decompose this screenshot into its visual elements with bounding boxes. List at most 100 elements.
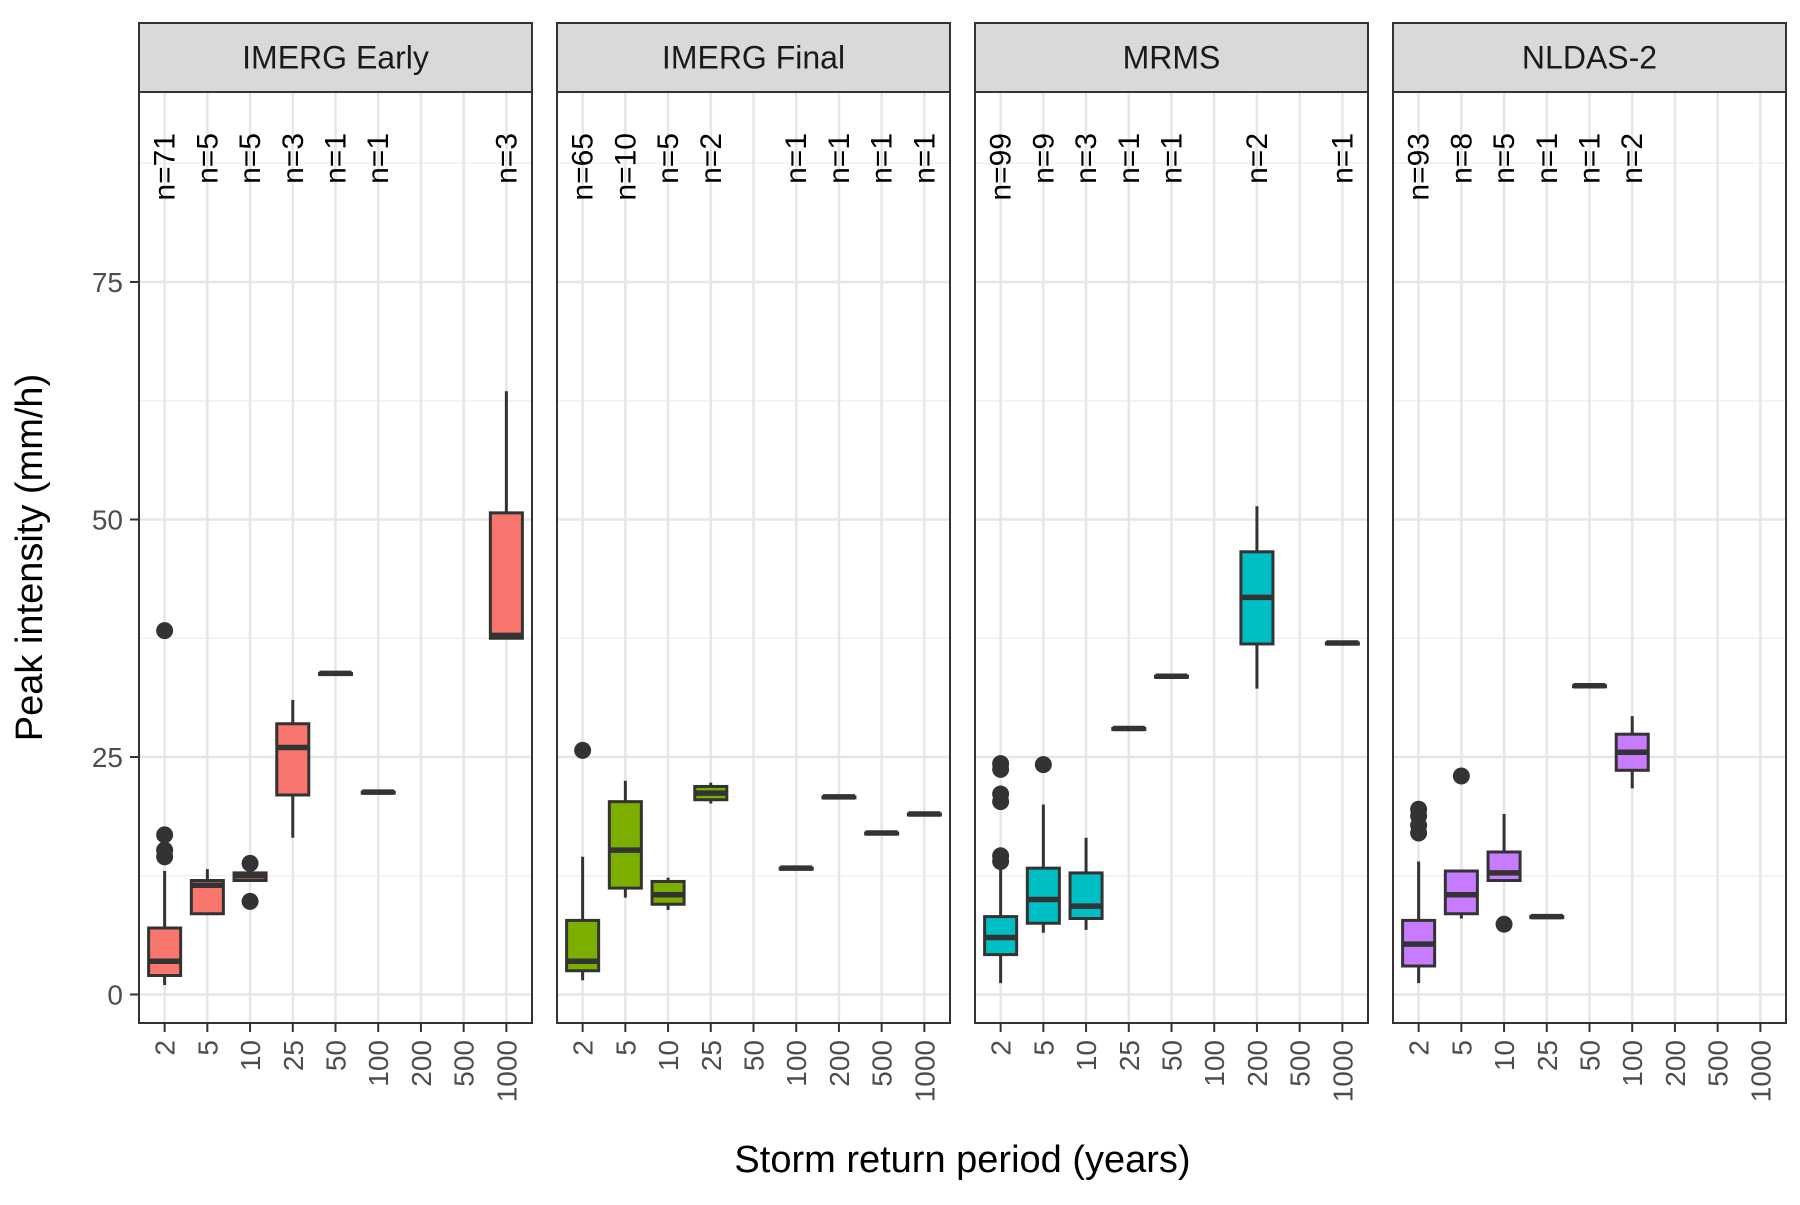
sample-size-label: n=5 bbox=[652, 133, 685, 184]
x-tick-label: 10 bbox=[1071, 1040, 1102, 1071]
sample-size-label: n=3 bbox=[490, 133, 523, 184]
sample-size-label: n=65 bbox=[567, 133, 600, 201]
outlier-point bbox=[992, 847, 1010, 865]
x-tick-label: 500 bbox=[449, 1040, 480, 1087]
sample-size-label: n=99 bbox=[985, 133, 1018, 201]
sample-size-label: n=8 bbox=[1445, 133, 1478, 184]
box bbox=[1068, 871, 1104, 921]
box bbox=[488, 511, 524, 640]
sample-size-label: n=1 bbox=[1531, 133, 1564, 184]
y-tick-label: 25 bbox=[92, 742, 123, 773]
sample-size-label: n=1 bbox=[1113, 133, 1146, 184]
outlier-point bbox=[1410, 800, 1428, 818]
x-tick-label: 500 bbox=[1703, 1040, 1734, 1087]
sample-size-label: n=1 bbox=[362, 133, 395, 184]
x-tick-label: 500 bbox=[867, 1040, 898, 1087]
box bbox=[1486, 850, 1522, 882]
x-tick-label: 5 bbox=[1028, 1040, 1059, 1056]
x-tick-label: 200 bbox=[406, 1040, 437, 1087]
x-tick-label: 2 bbox=[986, 1040, 1017, 1056]
sample-size-label: n=9 bbox=[1027, 133, 1060, 184]
outlier-point bbox=[992, 755, 1010, 773]
x-tick-label: 5 bbox=[192, 1040, 223, 1056]
box bbox=[607, 800, 643, 890]
outlier-point bbox=[241, 892, 259, 910]
x-tick-label: 50 bbox=[739, 1040, 770, 1071]
x-tick-label: 2 bbox=[568, 1040, 599, 1056]
outlier-point bbox=[241, 854, 259, 872]
x-tick-label: 1000 bbox=[909, 1040, 940, 1102]
outlier-point bbox=[1452, 767, 1470, 785]
sample-size-label: n=1 bbox=[1326, 133, 1359, 184]
x-tick-label: 100 bbox=[363, 1040, 394, 1087]
x-tick-label: 10 bbox=[235, 1040, 266, 1071]
x-tick-label: 5 bbox=[610, 1040, 641, 1056]
x-tick-label: 2 bbox=[1404, 1040, 1435, 1056]
y-axis-label: Peak intensity (mm/h) bbox=[9, 374, 51, 741]
y-tick-label: 75 bbox=[92, 267, 123, 298]
sample-size-label: n=3 bbox=[1070, 133, 1103, 184]
x-tick-label: 100 bbox=[1617, 1040, 1648, 1087]
facet-strip bbox=[1392, 22, 1787, 93]
sample-size-label: n=5 bbox=[234, 133, 267, 184]
x-tick-label: 10 bbox=[653, 1040, 684, 1071]
sample-size-label: n=2 bbox=[1616, 133, 1649, 184]
x-tick-label: 50 bbox=[1157, 1040, 1188, 1071]
facet-strip-label: IMERG Final bbox=[662, 40, 845, 76]
x-tick-label: 25 bbox=[1532, 1040, 1563, 1071]
x-tick-label: 25 bbox=[278, 1040, 309, 1071]
outlier-point bbox=[574, 741, 592, 759]
x-axis-label: Storm return period (years) bbox=[734, 1139, 1190, 1181]
sample-size-label: n=3 bbox=[277, 133, 310, 184]
x-tick-label: 1000 bbox=[491, 1040, 522, 1102]
box bbox=[275, 722, 311, 797]
sample-size-label: n=2 bbox=[1241, 133, 1274, 184]
sample-size-label: n=1 bbox=[320, 133, 353, 184]
sample-size-label: n=5 bbox=[1488, 133, 1521, 184]
sample-size-label: n=71 bbox=[149, 133, 182, 201]
x-tick-label: 1000 bbox=[1327, 1040, 1358, 1102]
facet-strip-label: IMERG Early bbox=[242, 40, 429, 76]
x-tick-label: 25 bbox=[696, 1040, 727, 1071]
box bbox=[147, 926, 183, 977]
x-tick-label: 2 bbox=[150, 1040, 181, 1056]
x-tick-label: 25 bbox=[1114, 1040, 1145, 1071]
sample-size-label: n=1 bbox=[823, 133, 856, 184]
outlier-point bbox=[992, 785, 1010, 803]
x-tick-label: 200 bbox=[1660, 1040, 1691, 1087]
facet-strip-label: NLDAS-2 bbox=[1522, 40, 1657, 76]
x-tick-label: 100 bbox=[781, 1040, 812, 1087]
x-tick-label: 1000 bbox=[1745, 1040, 1776, 1102]
y-tick-label: 0 bbox=[107, 980, 123, 1011]
sample-size-label: n=2 bbox=[695, 133, 728, 184]
sample-size-label: n=93 bbox=[1403, 133, 1436, 201]
facet-strip bbox=[974, 22, 1369, 93]
x-tick-label: 500 bbox=[1285, 1040, 1316, 1087]
sample-size-label: n=1 bbox=[866, 133, 899, 184]
x-tick-label: 200 bbox=[824, 1040, 855, 1087]
x-tick-label: 10 bbox=[1489, 1040, 1520, 1071]
outlier-point bbox=[1034, 756, 1052, 774]
sample-size-label: n=1 bbox=[1156, 133, 1189, 184]
sample-size-label: n=1 bbox=[780, 133, 813, 184]
facet-strip bbox=[138, 22, 533, 93]
x-tick-label: 50 bbox=[1575, 1040, 1606, 1071]
facet-strip bbox=[556, 22, 951, 93]
sample-size-label: n=5 bbox=[191, 133, 224, 184]
sample-size-label: n=1 bbox=[908, 133, 941, 184]
facet-strip-label: MRMS bbox=[1123, 40, 1221, 76]
outlier-point bbox=[1495, 915, 1513, 933]
box bbox=[1025, 866, 1061, 925]
outlier-point bbox=[156, 841, 174, 859]
x-tick-label: 50 bbox=[321, 1040, 352, 1071]
outlier-point bbox=[156, 826, 174, 844]
x-tick-label: 200 bbox=[1242, 1040, 1273, 1087]
x-tick-label: 100 bbox=[1199, 1040, 1230, 1087]
sample-size-label: n=1 bbox=[1574, 133, 1607, 184]
outlier-point bbox=[156, 622, 174, 640]
sample-size-label: n=10 bbox=[609, 133, 642, 201]
x-tick-label: 5 bbox=[1446, 1040, 1477, 1056]
y-tick-label: 50 bbox=[92, 505, 123, 536]
